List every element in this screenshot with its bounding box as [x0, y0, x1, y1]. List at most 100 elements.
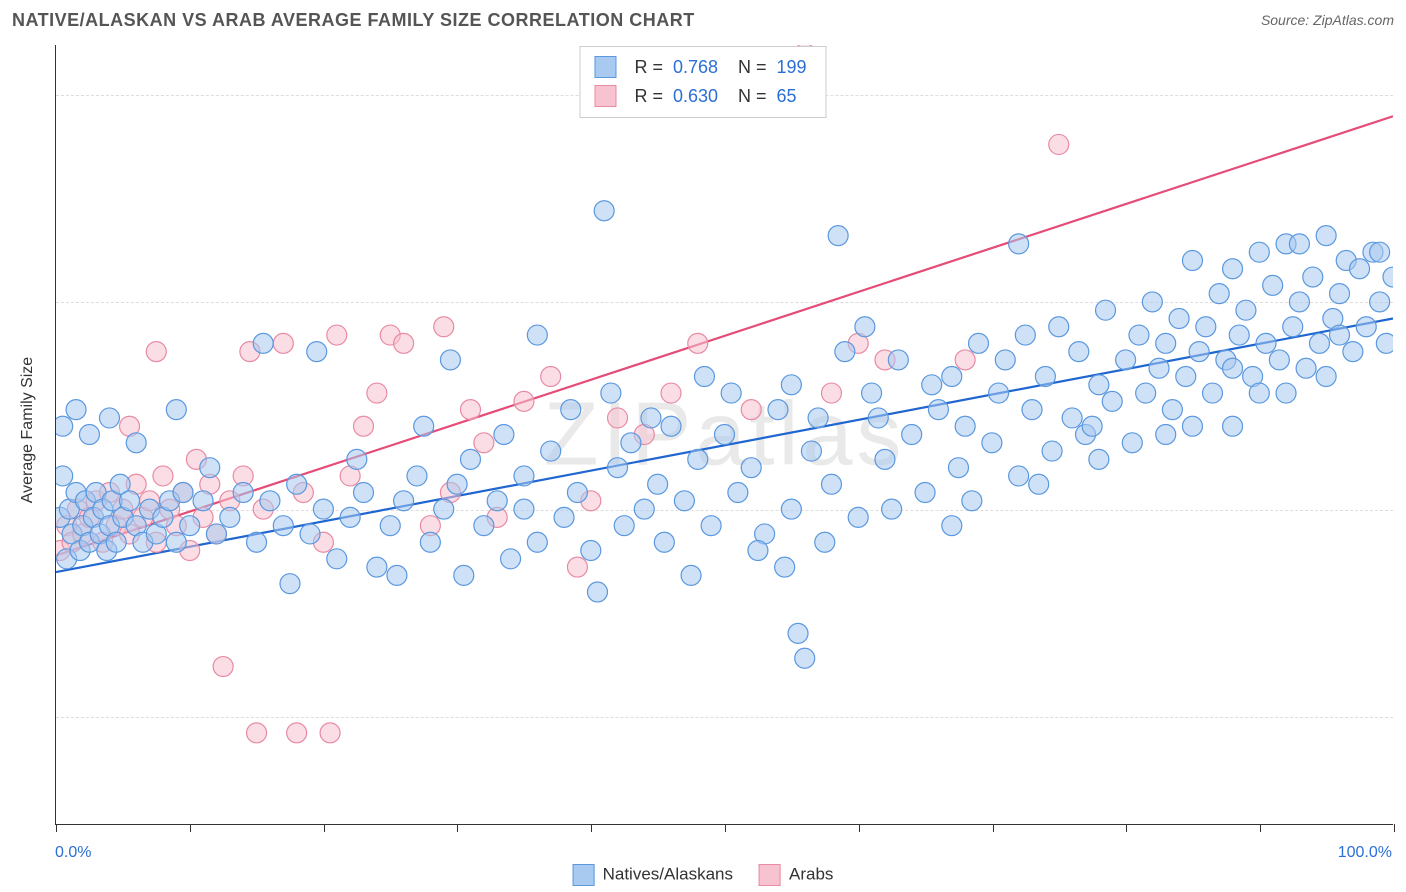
point-series1	[567, 483, 587, 503]
point-series1	[674, 491, 694, 511]
point-series2	[327, 325, 347, 345]
point-series1	[407, 466, 427, 486]
point-series2	[354, 416, 374, 436]
point-series1	[788, 623, 808, 643]
point-series2	[320, 723, 340, 743]
point-series2	[247, 723, 267, 743]
point-series1	[848, 507, 868, 527]
point-series1	[721, 383, 741, 403]
point-series1	[367, 557, 387, 577]
x-tick	[1394, 824, 1395, 832]
point-series1	[828, 226, 848, 246]
point-series1	[748, 541, 768, 561]
point-series1	[608, 458, 628, 478]
point-series1	[808, 408, 828, 428]
point-series1	[888, 350, 908, 370]
point-series1	[795, 648, 815, 668]
point-series1	[1303, 267, 1323, 287]
point-series1	[775, 557, 795, 577]
point-series1	[882, 499, 902, 519]
point-series1	[1049, 317, 1069, 337]
point-series1	[106, 532, 126, 552]
point-series1	[928, 400, 948, 420]
point-series1	[1169, 308, 1189, 328]
point-series1	[715, 425, 735, 445]
point-series1	[561, 400, 581, 420]
chart-title: NATIVE/ALASKAN VS ARAB AVERAGE FAMILY SI…	[12, 10, 695, 30]
point-series1	[300, 524, 320, 544]
point-series1	[541, 441, 561, 461]
point-series1	[694, 367, 714, 387]
r-label: R =	[634, 53, 663, 82]
point-series2	[661, 383, 681, 403]
point-series1	[280, 574, 300, 594]
point-series1	[166, 400, 186, 420]
point-series1	[875, 449, 895, 469]
point-series1	[1236, 300, 1256, 320]
point-series1	[942, 516, 962, 536]
point-series1	[594, 201, 614, 221]
point-series1	[420, 532, 440, 552]
point-series1	[340, 507, 360, 527]
point-series1	[474, 516, 494, 536]
point-series1	[1223, 358, 1243, 378]
stats-row: R = 0.630 N = 65	[594, 82, 811, 111]
point-series1	[487, 491, 507, 511]
legend-item: Natives/Alaskans	[573, 864, 733, 886]
point-series1	[200, 458, 220, 478]
point-series1	[1263, 275, 1283, 295]
x-tick	[725, 824, 726, 832]
point-series1	[855, 317, 875, 337]
point-series1	[1182, 416, 1202, 436]
point-series1	[1350, 259, 1370, 279]
point-series2	[821, 383, 841, 403]
point-series1	[948, 458, 968, 478]
x-tick	[324, 824, 325, 832]
point-series1	[414, 416, 434, 436]
point-series1	[648, 474, 668, 494]
point-series1	[1249, 383, 1269, 403]
point-series1	[661, 416, 681, 436]
point-series1	[728, 483, 748, 503]
point-series1	[514, 499, 534, 519]
point-series1	[868, 408, 888, 428]
point-series1	[1129, 325, 1149, 345]
point-series2	[273, 333, 293, 353]
point-series1	[621, 433, 641, 453]
point-series2	[146, 342, 166, 362]
point-series1	[821, 474, 841, 494]
x-tick	[591, 824, 592, 832]
point-series1	[1096, 300, 1116, 320]
point-series1	[995, 350, 1015, 370]
point-series1	[601, 383, 621, 403]
x-tick	[190, 824, 191, 832]
n-value: 199	[777, 53, 812, 82]
x-tick	[993, 824, 994, 832]
point-series1	[1249, 242, 1269, 262]
point-series1	[394, 491, 414, 511]
point-series1	[1082, 416, 1102, 436]
legend-swatch	[759, 864, 781, 886]
point-series1	[1316, 367, 1336, 387]
point-series2	[153, 466, 173, 486]
point-series1	[587, 582, 607, 602]
point-series1	[969, 333, 989, 353]
point-series2	[434, 317, 454, 337]
point-series1	[247, 532, 267, 552]
point-series1	[962, 491, 982, 511]
point-series1	[1356, 317, 1376, 337]
point-series2	[394, 333, 414, 353]
point-series2	[567, 557, 587, 577]
point-series1	[1276, 383, 1296, 403]
point-series1	[1229, 325, 1249, 345]
point-series1	[741, 458, 761, 478]
point-series1	[1316, 226, 1336, 246]
point-series1	[440, 350, 460, 370]
point-series1	[287, 474, 307, 494]
point-series1	[454, 565, 474, 585]
point-series1	[120, 491, 140, 511]
point-series1	[1330, 284, 1350, 304]
point-series1	[989, 383, 1009, 403]
legend-label: Natives/Alaskans	[603, 864, 733, 883]
point-series1	[126, 433, 146, 453]
